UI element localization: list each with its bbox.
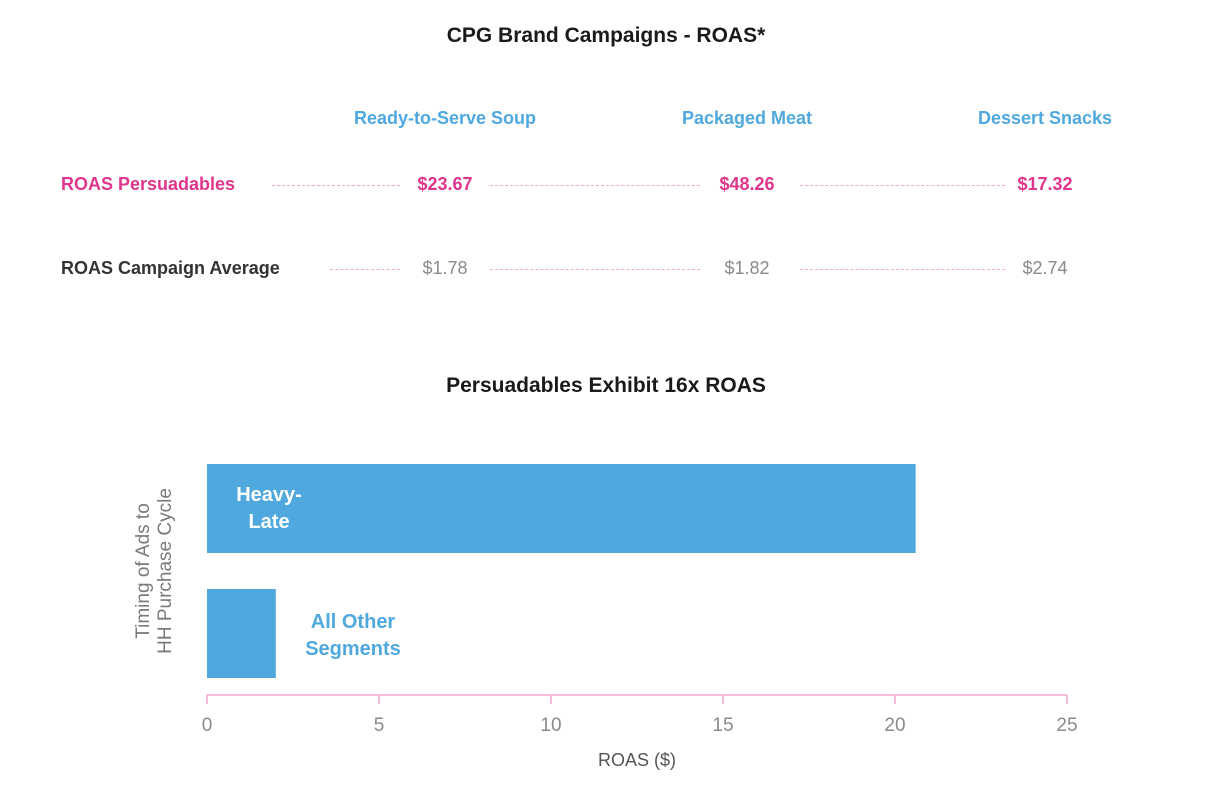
x-tick-label: 25 <box>1056 715 1077 736</box>
column-header-dessert: Dessert Snacks <box>977 108 1113 128</box>
row-label-average: ROAS Campaign Average <box>61 258 280 278</box>
table-title: CPG Brand Campaigns - ROAS* <box>446 24 766 47</box>
row-label-persuadables: ROAS Persuadables <box>61 174 236 194</box>
bar-label-heavy-late: Heavy- Late <box>236 484 302 533</box>
dash-leader <box>490 185 700 186</box>
value-persuadables-dessert: $17.32 <box>1017 174 1073 194</box>
value-persuadables-soup: $23.67 <box>417 174 473 194</box>
x-tick-label: 10 <box>540 715 561 736</box>
x-tick-label: 15 <box>712 715 733 736</box>
column-header-meat: Packaged Meat <box>681 108 813 128</box>
bar-heavy-late <box>207 464 916 553</box>
value-average-dessert: $2.74 <box>1022 258 1068 278</box>
x-tick-label: 0 <box>202 715 213 736</box>
dash-leader <box>800 185 1005 186</box>
dash-leader <box>490 269 700 270</box>
x-tick-label: 20 <box>884 715 905 736</box>
bar-label-all-other: All Other Segments <box>305 611 401 660</box>
value-persuadables-meat: $48.26 <box>719 174 775 194</box>
dash-leader <box>800 269 1005 270</box>
bar-all-other-segments <box>207 589 276 678</box>
dash-leader <box>330 269 400 270</box>
x-tick-label: 5 <box>374 715 385 736</box>
chart-title: Persuadables Exhibit 16x ROAS <box>446 374 766 397</box>
y-axis-label: Timing of Ads to HH Purchase Cycle <box>133 488 176 654</box>
x-axis-label: ROAS ($) <box>597 750 677 770</box>
value-average-soup: $1.78 <box>422 258 468 278</box>
value-average-meat: $1.82 <box>724 258 770 278</box>
column-header-soup: Ready-to-Serve Soup <box>353 108 537 128</box>
dash-leader <box>272 185 400 186</box>
